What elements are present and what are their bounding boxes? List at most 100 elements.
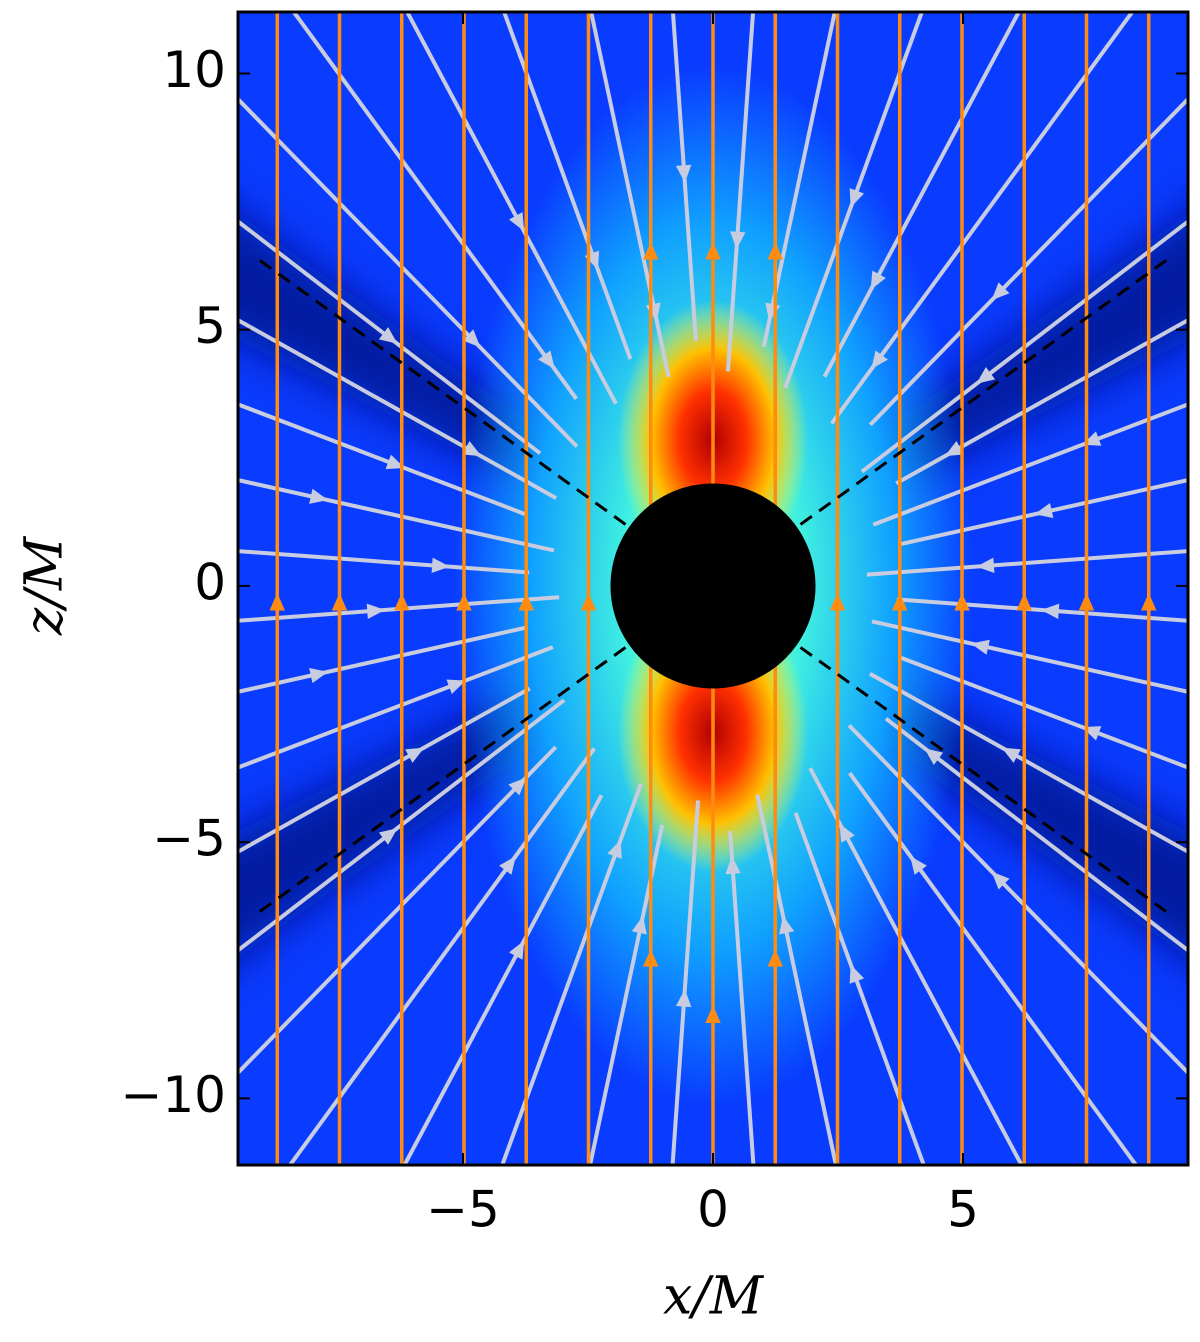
y-tick-label: 5 [194, 297, 226, 355]
stream-arrow [631, 915, 647, 935]
stream-arrow [538, 350, 555, 370]
streamline [670, 12, 698, 341]
streamline [670, 800, 701, 1165]
field-arrow [767, 241, 783, 260]
stream-arrow [944, 440, 964, 457]
streamline [872, 402, 1188, 527]
field-arrow [456, 592, 472, 611]
streamline [725, 12, 756, 372]
stream-arrow [385, 454, 405, 470]
streamline [238, 698, 566, 953]
stream-arrow [779, 915, 795, 935]
field-arrow [705, 241, 721, 260]
streamline [860, 218, 1188, 474]
stream-arrow [309, 668, 329, 684]
streamline [755, 794, 838, 1165]
stream-arrow [607, 839, 622, 859]
y-tick-label: 0 [194, 553, 226, 611]
field-arrow [269, 592, 285, 611]
field-arrow [331, 592, 348, 611]
ticks: −5 0 5 −10 −5 0 5 10 [120, 12, 1188, 1239]
streamline [238, 549, 530, 575]
field-arrow [643, 949, 659, 967]
dashed-line [799, 646, 1174, 918]
stream-arrow [675, 164, 692, 183]
stream-arrow [446, 679, 466, 694]
streamline [238, 595, 560, 623]
stream-arrow [924, 748, 944, 765]
field-arrow [705, 1005, 721, 1023]
dashed-line [252, 254, 627, 526]
stream-arrow [976, 557, 995, 574]
streamline [895, 317, 1188, 486]
streamline [808, 767, 1024, 1165]
y-tick-label: −10 [120, 1066, 226, 1124]
stream-arrow [730, 231, 746, 250]
field-arrow [518, 592, 534, 611]
stream-arrow [910, 856, 927, 875]
stream-arrow [849, 188, 865, 208]
stream-arrow [970, 639, 990, 655]
field-arrow [1141, 592, 1157, 611]
stream-arrow [431, 557, 450, 574]
field-arrow [829, 592, 846, 611]
stream-arrow [508, 212, 525, 232]
field-arrow [394, 592, 410, 611]
stream-arrow [870, 270, 886, 290]
streamline [238, 686, 531, 855]
stream-arrow [675, 988, 692, 1008]
streamline [238, 96, 579, 448]
stream-arrow [405, 747, 425, 763]
stream-arrow [976, 366, 996, 384]
stream-arrow [871, 350, 888, 370]
streamline [884, 716, 1188, 953]
stream-arrow [462, 440, 482, 457]
black-hole [610, 483, 816, 689]
x-axis-label: x/M [663, 1267, 765, 1327]
streamline [830, 12, 1135, 425]
stream-arrow [378, 327, 398, 344]
streamline [589, 12, 671, 378]
stream-arrow [725, 856, 741, 875]
stream-arrow [991, 282, 1010, 301]
dashed-line [799, 254, 1174, 526]
dashed-line [252, 646, 627, 918]
field-arrow [1078, 592, 1095, 611]
y-tick-label: −5 [152, 810, 226, 868]
streamline [866, 549, 1188, 577]
streamline [238, 402, 526, 516]
stream-arrow [499, 856, 516, 875]
stream-arrow [378, 828, 398, 845]
streamline [847, 723, 1188, 1076]
streamline [761, 12, 837, 348]
stream-arrow [366, 603, 385, 619]
field-arrow [580, 592, 597, 611]
y-tick-label: 10 [162, 41, 226, 99]
field-arrow [767, 949, 783, 967]
streamline [238, 625, 526, 694]
streamline [900, 477, 1188, 546]
streamline [404, 12, 618, 405]
streamline [500, 783, 643, 1165]
streamline [900, 656, 1188, 770]
streamline [896, 597, 1188, 623]
dashed-lines [252, 254, 1174, 918]
streamline [238, 745, 558, 1076]
streamline [728, 830, 756, 1165]
stream-arrow [1041, 603, 1060, 619]
stream-arrow [462, 329, 481, 348]
stream-arrow [839, 823, 855, 843]
stream-arrow [309, 488, 329, 504]
streamline [783, 12, 924, 389]
stream-arrow [508, 777, 527, 796]
streamline [287, 747, 596, 1165]
field-arrow [954, 592, 970, 611]
streamline [238, 218, 542, 455]
field-arrow [1016, 592, 1032, 611]
field-arrow [892, 592, 908, 611]
streamline [793, 812, 926, 1165]
streamline [238, 477, 555, 553]
